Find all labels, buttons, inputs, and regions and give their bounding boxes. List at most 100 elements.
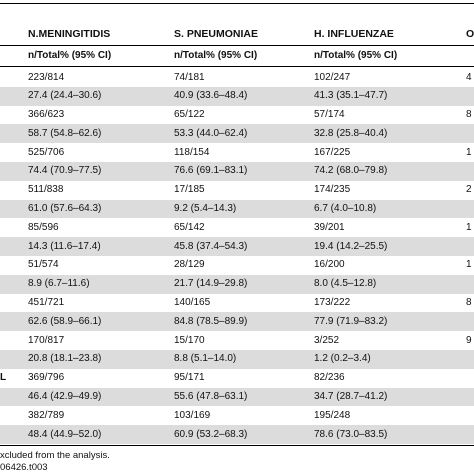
table-row: 48.4 (44.9–52.0) 60.9 (53.2–68.3) 78.6 (73… xyxy=(0,425,474,444)
column-subheader: n/Total% (95% CI) xyxy=(314,50,398,61)
table-cell: 60.9 (53.2–68.3) xyxy=(174,428,248,440)
table-cell: 3/252 xyxy=(314,334,340,346)
header-rule xyxy=(0,45,474,46)
table-row: 58.7 (54.8–62.6) 53.3 (44.0–62.4) 32.8 (25… xyxy=(0,124,474,144)
table-cell: 82/236 xyxy=(314,372,345,384)
column-subheader: n/Total% (95% CI) xyxy=(28,50,112,61)
table-cell: 2 xyxy=(466,184,472,196)
table-cell: 77.9 (71.9–83.2) xyxy=(314,315,388,327)
table-cell: 511/838 xyxy=(28,184,64,196)
table-cell: 4 xyxy=(466,71,472,83)
table-row: 382/789 103/169 195/248 xyxy=(0,406,474,425)
table-cell: 8.9 (6.7–11.6) xyxy=(28,278,90,290)
table-cell: 167/225 xyxy=(314,146,351,158)
column-header-s-pneumoniae: S. PNEUMONIAE xyxy=(174,28,259,40)
table-row: 366/623 65/122 57/174 8 xyxy=(0,106,474,125)
table-cell: 525/706 xyxy=(28,146,65,158)
table-cell: 451/721 xyxy=(28,297,65,309)
table-cell: 8.0 (4.5–12.8) xyxy=(314,278,377,290)
table-cell: 103/169 xyxy=(174,409,211,421)
table-row: 14.3 (11.6–17.4) 45.8 (37.4–54.3) 19.4 (14… xyxy=(0,237,474,256)
table-row: 51/574 28/129 16/200 1 xyxy=(0,256,474,275)
table-cell: 74.2 (68.0–79.8) xyxy=(314,165,388,177)
table-cell: 223/814 xyxy=(28,71,65,83)
table-row: 20.8 (18.1–23.8) 8.8 (5.1–14.0) 1.2 (0.2–3… xyxy=(0,349,474,369)
table-cell: 48.4 (44.9–52.0) xyxy=(28,428,102,440)
table-cell: 41.3 (35.1–47.7) xyxy=(314,90,388,102)
table-cell: 173/222 xyxy=(314,297,351,309)
table-row: 525/706 118/154 167/225 1 xyxy=(0,143,474,162)
table-cell: 45.8 (37.4–54.3) xyxy=(174,240,248,252)
footnote-exclusion: xcluded from the analysis. xyxy=(0,450,110,461)
table-cell: 369/796 xyxy=(28,372,65,384)
table-cell: 1.2 (0.2–3.4) xyxy=(314,353,371,365)
top-rule xyxy=(0,3,474,4)
table-cell: 1 xyxy=(466,259,472,271)
table-cell: 9 xyxy=(466,334,472,346)
table-cell: 102/247 xyxy=(314,71,351,83)
table-cell: 8 xyxy=(466,297,472,309)
table-row: 46.4 (42.9–49.9) 55.6 (47.8–63.1) 34.7 (28… xyxy=(0,387,474,407)
table-cell: 58.7 (54.8–62.6) xyxy=(28,127,102,139)
table-cell: 28/129 xyxy=(174,259,205,271)
subheader-rule xyxy=(0,66,474,67)
table-cell: 1 xyxy=(466,221,472,233)
table-row: 223/814 74/181 102/247 4 xyxy=(0,68,474,87)
table-cell: 118/154 xyxy=(174,146,210,158)
footnote-table-id: 06426.t003 xyxy=(0,462,48,473)
table-cell: 65/142 xyxy=(174,221,205,233)
table-cell: 51/574 xyxy=(28,259,59,271)
table-cell: 84.8 (78.5–89.9) xyxy=(174,315,248,327)
table-cell: 34.7 (28.7–41.2) xyxy=(314,391,388,403)
table-cell: 62.6 (58.9–66.1) xyxy=(28,315,102,327)
table-cell: 17/185 xyxy=(174,184,205,196)
table-row: 8.9 (6.7–11.6) 21.7 (14.9–29.8) 8.0 (4.5–1… xyxy=(0,274,474,294)
table-cell: 8 xyxy=(466,109,472,121)
table-cell: 174/235 xyxy=(314,184,351,196)
bottom-rule xyxy=(0,445,474,446)
table-row: 170/817 15/170 3/252 9 xyxy=(0,331,474,350)
table-row: L 369/796 95/171 82/236 xyxy=(0,369,474,388)
table-cell: 170/817 xyxy=(28,334,65,346)
table-cell: 85/596 xyxy=(28,221,59,233)
table-row: 74.4 (70.9–77.5) 76.6 (69.1–83.1) 74.2 (68… xyxy=(0,161,474,181)
table-body: 223/814 74/181 102/247 4 27.4 (24.4–30.6) 40.… xyxy=(0,68,474,444)
column-header-n-meningitidis: N.MENINGITIDIS xyxy=(28,28,111,40)
table-row: 62.6 (58.9–66.1) 84.8 (78.5–89.9) 77.9 (71… xyxy=(0,312,474,332)
table-cell: 366/623 xyxy=(28,109,65,121)
table-cell: 53.3 (44.0–62.4) xyxy=(174,127,248,139)
table-cell: 61.0 (57.6–64.3) xyxy=(28,203,102,215)
table-row: 511/838 17/185 174/235 2 xyxy=(0,181,474,200)
table-cell: 95/171 xyxy=(174,372,205,384)
column-subheader: n/Total% (95% CI) xyxy=(174,50,258,61)
table-cell: 195/248 xyxy=(314,409,351,421)
table-cell: 27.4 (24.4–30.6) xyxy=(28,90,102,102)
table-cell: 32.8 (25.8–40.4) xyxy=(314,127,388,139)
column-header-h-influenzae: H. INFLUENZAE xyxy=(314,28,394,40)
table-cell: 57/174 xyxy=(314,109,345,121)
table-cell: 78.6 (73.0–83.5) xyxy=(314,428,388,440)
table-cell: 19.4 (14.2–25.5) xyxy=(314,240,388,252)
table-cell: 9.2 (5.4–14.3) xyxy=(174,203,237,215)
table-cell: 74/181 xyxy=(174,71,205,83)
table-cell: 15/170 xyxy=(174,334,205,346)
table-row: 61.0 (57.6–64.3) 9.2 (5.4–14.3) 6.7 (4.0–1… xyxy=(0,199,474,219)
table-cell: 55.6 (47.8–63.1) xyxy=(174,391,248,403)
table-cell: 382/789 xyxy=(28,409,65,421)
table-row: 451/721 140/165 173/222 8 xyxy=(0,294,474,313)
table-cell: 16/200 xyxy=(314,259,345,271)
column-header-other: O xyxy=(466,28,474,40)
table-cell: 6.7 (4.0–10.8) xyxy=(314,203,377,215)
table-cell: 65/122 xyxy=(174,109,205,121)
table-cell: 40.9 (33.6–48.4) xyxy=(174,90,248,102)
table-row: 27.4 (24.4–30.6) 40.9 (33.6–48.4) 41.3 (35… xyxy=(0,86,474,106)
table-cell: 20.8 (18.1–23.8) xyxy=(28,353,102,365)
table-cell: 140/165 xyxy=(174,297,211,309)
table-cell: 39/201 xyxy=(314,221,345,233)
table-cell: 74.4 (70.9–77.5) xyxy=(28,165,102,177)
table-row: 85/596 65/142 39/201 1 xyxy=(0,218,474,237)
table-cell: 8.8 (5.1–14.0) xyxy=(174,353,237,365)
row-label: L xyxy=(0,372,7,384)
table-cell: 76.6 (69.1–83.1) xyxy=(174,165,248,177)
table-cell: 46.4 (42.9–49.9) xyxy=(28,391,102,403)
